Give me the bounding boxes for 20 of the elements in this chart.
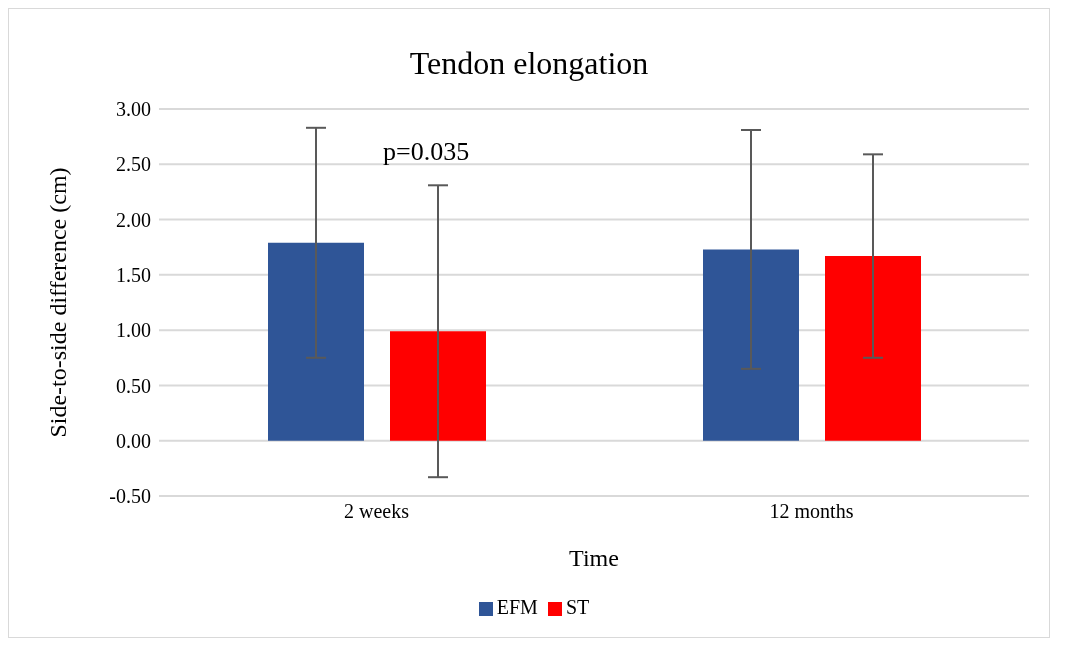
x-axis-title: Time bbox=[569, 545, 619, 571]
y-tick-label: 1.00 bbox=[116, 319, 151, 342]
legend-label: EFM bbox=[496, 596, 538, 618]
bar bbox=[268, 242, 364, 441]
y-tick-label: 0.50 bbox=[116, 374, 151, 397]
bar bbox=[703, 249, 799, 441]
y-axis-title: Side-to-side difference (cm) bbox=[44, 167, 71, 438]
y-tick-label: 2.50 bbox=[116, 153, 151, 176]
bar bbox=[390, 331, 486, 441]
y-tick-label: 2.00 bbox=[116, 208, 151, 231]
y-tick-label: 0.00 bbox=[116, 429, 151, 452]
x-tick-label: 12 months bbox=[769, 500, 854, 523]
y-tick-label: 1.50 bbox=[116, 263, 151, 286]
bar bbox=[825, 256, 921, 441]
x-tick-label: 2 weeks bbox=[344, 500, 410, 523]
y-tick-label: 3.00 bbox=[116, 98, 151, 121]
legend-label: ST bbox=[565, 596, 590, 618]
chart-title: Tendon elongation bbox=[408, 45, 650, 83]
annotation: p=0.035 bbox=[383, 137, 470, 167]
y-tick-label: -0.50 bbox=[109, 485, 151, 508]
